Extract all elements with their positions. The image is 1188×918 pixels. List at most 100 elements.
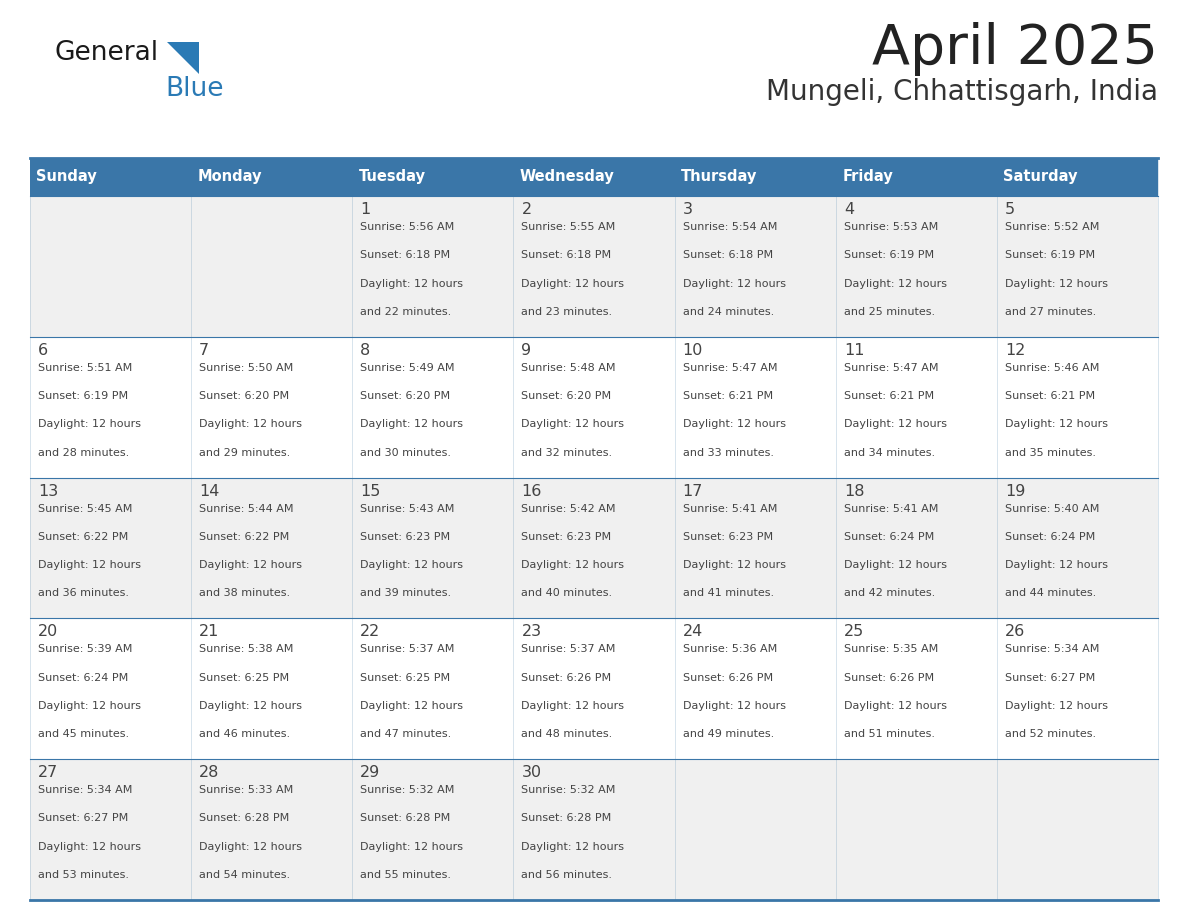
Text: and 35 minutes.: and 35 minutes. <box>1005 448 1095 458</box>
Text: and 36 minutes.: and 36 minutes. <box>38 588 129 599</box>
Text: Mungeli, Chhattisgarh, India: Mungeli, Chhattisgarh, India <box>766 78 1158 106</box>
Text: 29: 29 <box>360 766 380 780</box>
Text: Wednesday: Wednesday <box>520 170 614 185</box>
Text: Sunrise: 5:34 AM: Sunrise: 5:34 AM <box>38 785 132 795</box>
Text: 10: 10 <box>683 342 703 358</box>
Text: 12: 12 <box>1005 342 1025 358</box>
Text: 7: 7 <box>200 342 209 358</box>
Text: 11: 11 <box>843 342 865 358</box>
Text: and 38 minutes.: and 38 minutes. <box>200 588 290 599</box>
Text: and 34 minutes.: and 34 minutes. <box>843 448 935 458</box>
Text: Daylight: 12 hours: Daylight: 12 hours <box>522 701 625 711</box>
Text: 17: 17 <box>683 484 703 498</box>
Text: Sunrise: 5:44 AM: Sunrise: 5:44 AM <box>200 504 293 513</box>
Text: Sunset: 6:18 PM: Sunset: 6:18 PM <box>683 251 772 261</box>
Bar <box>30 477 1158 619</box>
Text: Sunrise: 5:36 AM: Sunrise: 5:36 AM <box>683 644 777 655</box>
Text: Sunset: 6:25 PM: Sunset: 6:25 PM <box>200 673 290 683</box>
Text: Daylight: 12 hours: Daylight: 12 hours <box>522 560 625 570</box>
Text: Sunrise: 5:54 AM: Sunrise: 5:54 AM <box>683 222 777 232</box>
Text: Sunset: 6:20 PM: Sunset: 6:20 PM <box>522 391 612 401</box>
Text: Sunset: 6:18 PM: Sunset: 6:18 PM <box>360 251 450 261</box>
Text: Sunrise: 5:50 AM: Sunrise: 5:50 AM <box>200 363 293 373</box>
Text: Sunrise: 5:48 AM: Sunrise: 5:48 AM <box>522 363 617 373</box>
Text: and 22 minutes.: and 22 minutes. <box>360 307 451 317</box>
Text: Daylight: 12 hours: Daylight: 12 hours <box>522 842 625 852</box>
Text: 25: 25 <box>843 624 864 640</box>
Text: Sunset: 6:20 PM: Sunset: 6:20 PM <box>200 391 290 401</box>
Text: Saturday: Saturday <box>1004 170 1078 185</box>
Text: Sunset: 6:24 PM: Sunset: 6:24 PM <box>38 673 128 683</box>
Text: Sunrise: 5:47 AM: Sunrise: 5:47 AM <box>843 363 939 373</box>
Text: Sunrise: 5:34 AM: Sunrise: 5:34 AM <box>1005 644 1099 655</box>
Text: and 53 minutes.: and 53 minutes. <box>38 870 129 880</box>
Text: Sunset: 6:26 PM: Sunset: 6:26 PM <box>522 673 612 683</box>
Text: Daylight: 12 hours: Daylight: 12 hours <box>683 560 785 570</box>
Text: 24: 24 <box>683 624 703 640</box>
Text: 19: 19 <box>1005 484 1025 498</box>
Text: Daylight: 12 hours: Daylight: 12 hours <box>843 420 947 430</box>
Text: Daylight: 12 hours: Daylight: 12 hours <box>1005 278 1108 288</box>
Text: Sunrise: 5:53 AM: Sunrise: 5:53 AM <box>843 222 939 232</box>
Text: and 30 minutes.: and 30 minutes. <box>360 448 451 458</box>
Text: and 24 minutes.: and 24 minutes. <box>683 307 773 317</box>
Text: Sunset: 6:25 PM: Sunset: 6:25 PM <box>360 673 450 683</box>
Text: Sunrise: 5:52 AM: Sunrise: 5:52 AM <box>1005 222 1099 232</box>
Text: Monday: Monday <box>197 170 263 185</box>
Text: Sunset: 6:21 PM: Sunset: 6:21 PM <box>843 391 934 401</box>
Text: Daylight: 12 hours: Daylight: 12 hours <box>38 560 141 570</box>
Bar <box>30 337 1158 477</box>
Text: 18: 18 <box>843 484 865 498</box>
Text: and 29 minutes.: and 29 minutes. <box>200 448 290 458</box>
Text: Daylight: 12 hours: Daylight: 12 hours <box>683 701 785 711</box>
Text: Sunset: 6:23 PM: Sunset: 6:23 PM <box>683 532 772 542</box>
Text: 14: 14 <box>200 484 220 498</box>
Text: Sunrise: 5:41 AM: Sunrise: 5:41 AM <box>843 504 939 513</box>
Text: Daylight: 12 hours: Daylight: 12 hours <box>200 701 302 711</box>
Text: Daylight: 12 hours: Daylight: 12 hours <box>843 560 947 570</box>
Text: Daylight: 12 hours: Daylight: 12 hours <box>843 278 947 288</box>
Text: Daylight: 12 hours: Daylight: 12 hours <box>360 278 463 288</box>
Text: 23: 23 <box>522 624 542 640</box>
Text: Sunset: 6:26 PM: Sunset: 6:26 PM <box>683 673 772 683</box>
Text: Sunset: 6:21 PM: Sunset: 6:21 PM <box>683 391 772 401</box>
Polygon shape <box>168 42 200 74</box>
Text: and 32 minutes.: and 32 minutes. <box>522 448 613 458</box>
Text: 27: 27 <box>38 766 58 780</box>
Text: Sunset: 6:22 PM: Sunset: 6:22 PM <box>38 532 128 542</box>
Text: and 47 minutes.: and 47 minutes. <box>360 729 451 739</box>
Text: and 41 minutes.: and 41 minutes. <box>683 588 773 599</box>
Bar <box>30 196 1158 337</box>
Text: 30: 30 <box>522 766 542 780</box>
Bar <box>30 619 1158 759</box>
Text: Daylight: 12 hours: Daylight: 12 hours <box>200 842 302 852</box>
Text: 28: 28 <box>200 766 220 780</box>
Text: 20: 20 <box>38 624 58 640</box>
Text: and 25 minutes.: and 25 minutes. <box>843 307 935 317</box>
Text: 6: 6 <box>38 342 49 358</box>
Text: Daylight: 12 hours: Daylight: 12 hours <box>1005 420 1108 430</box>
Text: Sunrise: 5:32 AM: Sunrise: 5:32 AM <box>522 785 615 795</box>
Text: Blue: Blue <box>165 76 223 102</box>
Text: 1: 1 <box>360 202 371 217</box>
Text: and 33 minutes.: and 33 minutes. <box>683 448 773 458</box>
Text: 3: 3 <box>683 202 693 217</box>
Text: and 40 minutes.: and 40 minutes. <box>522 588 613 599</box>
Text: Sunrise: 5:40 AM: Sunrise: 5:40 AM <box>1005 504 1099 513</box>
Text: Daylight: 12 hours: Daylight: 12 hours <box>200 560 302 570</box>
Text: Sunset: 6:27 PM: Sunset: 6:27 PM <box>38 813 128 823</box>
Text: Sunrise: 5:45 AM: Sunrise: 5:45 AM <box>38 504 132 513</box>
Text: Sunset: 6:23 PM: Sunset: 6:23 PM <box>360 532 450 542</box>
Text: 4: 4 <box>843 202 854 217</box>
Text: Daylight: 12 hours: Daylight: 12 hours <box>360 560 463 570</box>
Text: and 54 minutes.: and 54 minutes. <box>200 870 290 880</box>
Text: Sunset: 6:28 PM: Sunset: 6:28 PM <box>522 813 612 823</box>
Text: and 27 minutes.: and 27 minutes. <box>1005 307 1097 317</box>
Text: Daylight: 12 hours: Daylight: 12 hours <box>360 701 463 711</box>
Text: and 51 minutes.: and 51 minutes. <box>843 729 935 739</box>
Text: Daylight: 12 hours: Daylight: 12 hours <box>1005 701 1108 711</box>
Text: Sunset: 6:18 PM: Sunset: 6:18 PM <box>522 251 612 261</box>
Text: Daylight: 12 hours: Daylight: 12 hours <box>522 420 625 430</box>
Text: Sunset: 6:19 PM: Sunset: 6:19 PM <box>38 391 128 401</box>
Text: Sunset: 6:19 PM: Sunset: 6:19 PM <box>843 251 934 261</box>
